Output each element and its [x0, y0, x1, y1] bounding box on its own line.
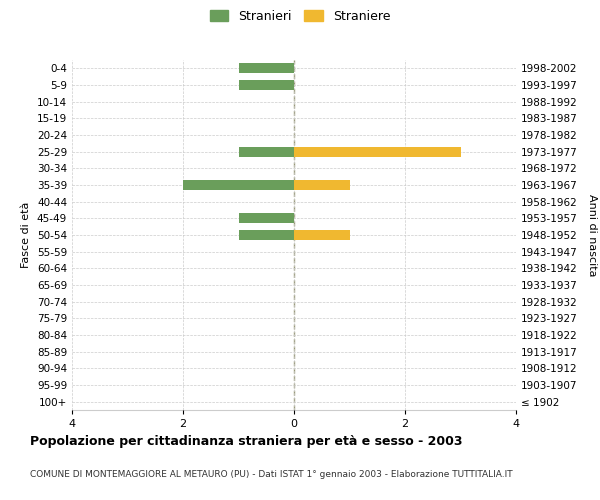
Bar: [294, 230, 350, 240]
Bar: [294, 180, 350, 190]
Bar: [239, 230, 294, 240]
Legend: Stranieri, Straniere: Stranieri, Straniere: [206, 6, 394, 26]
Y-axis label: Fasce di età: Fasce di età: [22, 202, 31, 268]
Bar: [183, 180, 294, 190]
Bar: [239, 80, 294, 90]
Bar: [294, 146, 461, 156]
Text: Popolazione per cittadinanza straniera per età e sesso - 2003: Popolazione per cittadinanza straniera p…: [30, 435, 463, 448]
Y-axis label: Anni di nascita: Anni di nascita: [587, 194, 597, 276]
Bar: [239, 64, 294, 74]
Bar: [239, 146, 294, 156]
Text: COMUNE DI MONTEMAGGIORE AL METAURO (PU) - Dati ISTAT 1° gennaio 2003 - Elaborazi: COMUNE DI MONTEMAGGIORE AL METAURO (PU) …: [30, 470, 512, 479]
Bar: [239, 214, 294, 224]
